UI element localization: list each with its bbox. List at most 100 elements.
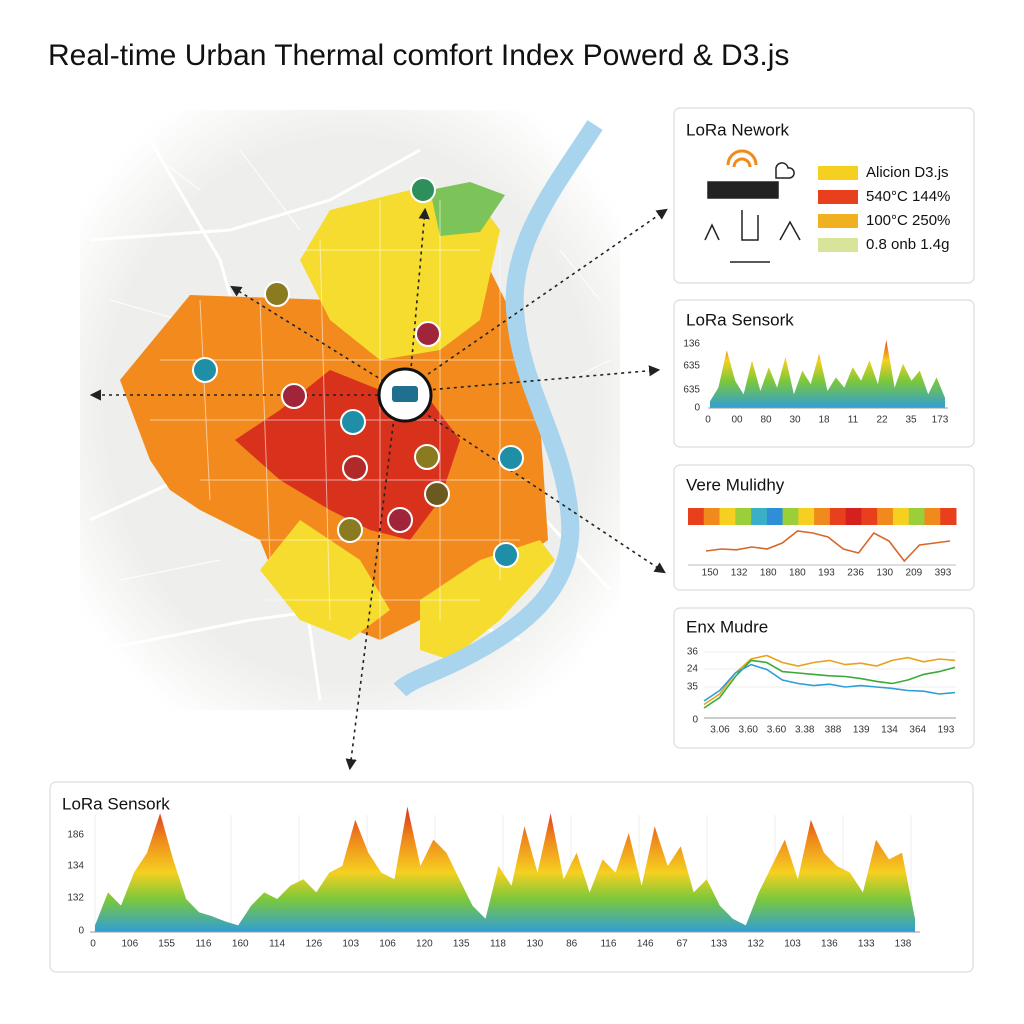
color-band — [719, 508, 736, 525]
color-band — [703, 508, 721, 525]
legend-swatch — [818, 166, 858, 180]
line — [703, 654, 956, 706]
x-tick-label: 180 — [789, 568, 806, 579]
x-tick-label: 150 — [702, 568, 719, 579]
y-tick-label: 134 — [67, 861, 84, 872]
y-tick-label: 635 — [683, 361, 700, 372]
x-tick-label: 139 — [853, 725, 870, 736]
x-tick-label: 193 — [938, 725, 955, 736]
humidity-panel — [673, 464, 975, 591]
pin — [337, 517, 363, 543]
line — [703, 659, 956, 709]
panel-title: LoRa Sensork — [62, 794, 170, 813]
y-tick-label: 0 — [694, 403, 700, 414]
x-tick-label: 136 — [821, 939, 838, 950]
color-band — [940, 508, 957, 525]
legend-swatch — [818, 214, 858, 228]
network-icon — [704, 149, 801, 263]
legend-swatch — [818, 190, 858, 204]
pin — [264, 281, 290, 307]
x-tick-label: 116 — [600, 939, 616, 950]
y-tick-label: 24 — [687, 664, 699, 675]
pin — [342, 455, 368, 481]
x-tick-label: 130 — [526, 939, 543, 950]
color-band — [798, 508, 815, 525]
x-tick-label: 11 — [848, 415, 859, 426]
y-tick-label: 35 — [687, 682, 699, 693]
y-tick-label: 36 — [687, 647, 699, 658]
pin — [340, 409, 366, 435]
color-band — [751, 508, 768, 525]
color-band — [861, 508, 878, 525]
x-tick-label: 138 — [895, 939, 912, 950]
x-tick-label: 130 — [876, 568, 893, 579]
x-tick-label: 209 — [906, 568, 923, 579]
x-tick-label: 67 — [677, 939, 689, 950]
pin — [424, 481, 450, 507]
color-band — [766, 508, 784, 525]
x-tick-label: 180 — [760, 568, 777, 579]
x-tick-label: 103 — [784, 939, 801, 950]
x-tick-label: 120 — [416, 939, 433, 950]
color-band — [845, 508, 862, 525]
line — [703, 663, 956, 702]
x-tick-label: 116 — [195, 939, 211, 950]
x-tick-label: 146 — [637, 939, 654, 950]
pin — [493, 542, 519, 568]
page-title: Real-time Urban Thermal comfort Index Po… — [48, 39, 789, 72]
x-tick-label: 173 — [932, 415, 949, 426]
x-tick-label: 30 — [789, 415, 801, 426]
zone-park — [430, 182, 505, 236]
area — [95, 806, 915, 932]
x-tick-label: 133 — [711, 939, 728, 950]
x-tick-label: 80 — [760, 415, 772, 426]
x-tick-label: 133 — [858, 939, 875, 950]
panel-title: LoRa Sensork — [686, 310, 794, 329]
line — [705, 530, 951, 563]
x-tick-label: 364 — [909, 725, 926, 736]
x-tick-label: 3.60 — [767, 725, 787, 736]
y-tick-label: 0 — [78, 926, 84, 937]
legend-swatch — [818, 238, 858, 252]
color-band — [829, 508, 847, 525]
x-tick-label: 0 — [705, 415, 711, 426]
x-tick-label: 155 — [158, 939, 175, 950]
x-tick-label: 126 — [306, 939, 323, 950]
pin — [281, 383, 307, 409]
arrows — [89, 207, 668, 771]
pin — [192, 357, 218, 383]
x-tick-label: 86 — [566, 939, 578, 950]
y-tick-label: 132 — [67, 893, 84, 904]
x-tick-label: 118 — [490, 939, 506, 950]
legend-label: 540°C 144% — [866, 188, 950, 205]
zone-mild — [260, 520, 390, 640]
color-band — [814, 508, 831, 525]
x-tick-label: 106 — [379, 939, 396, 950]
x-tick-label: 160 — [232, 939, 249, 950]
x-tick-label: 00 — [731, 415, 743, 426]
pin — [414, 444, 440, 470]
map — [80, 110, 668, 771]
panel-title: Enx Mudre — [686, 617, 768, 636]
hub-icon — [392, 386, 418, 402]
x-tick-label: 388 — [825, 725, 842, 736]
river — [393, 120, 603, 697]
color-band — [877, 508, 894, 525]
y-tick-label: 136 — [683, 339, 700, 350]
x-tick-label: 35 — [905, 415, 917, 426]
color-band — [782, 508, 799, 525]
x-tick-label: 132 — [731, 568, 748, 579]
y-tick-label: 635 — [683, 385, 700, 396]
x-tick-label: 22 — [876, 415, 888, 426]
x-tick-label: 114 — [269, 939, 285, 950]
color-band — [688, 508, 705, 525]
color-band — [924, 508, 941, 525]
legend: Alicion D3.js 540°C 144% 100°C 250% 0.8 onb… — [818, 164, 950, 253]
x-tick-label: 3.06 — [710, 725, 730, 736]
pin — [387, 507, 413, 533]
env-panel — [673, 607, 975, 749]
panel-title: Vere Mulidhy — [686, 475, 785, 494]
legend-label: 100°C 250% — [866, 212, 950, 229]
legend-label: Alicion D3.js — [866, 164, 949, 181]
